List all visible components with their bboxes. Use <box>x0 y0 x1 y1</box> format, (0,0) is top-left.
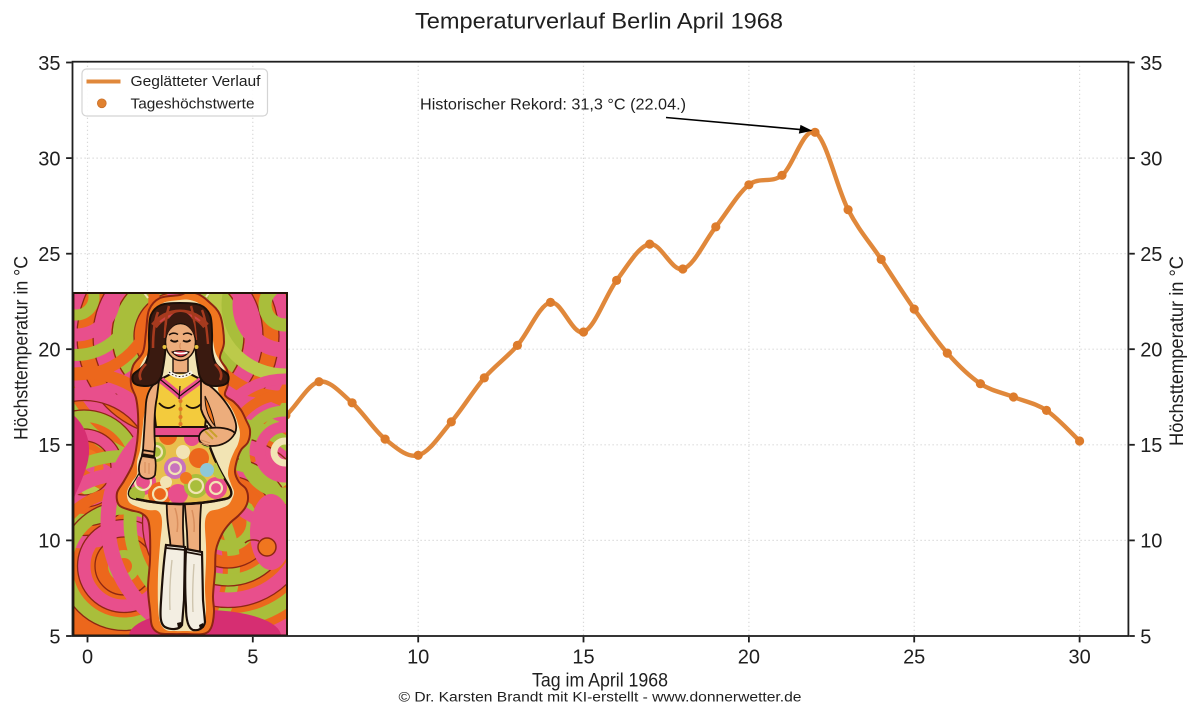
svg-text:© Dr. Karsten Brandt mit KI-er: © Dr. Karsten Brandt mit KI-erstellt - w… <box>399 690 802 705</box>
svg-text:5: 5 <box>49 626 60 648</box>
svg-text:5: 5 <box>1140 626 1151 648</box>
svg-text:Geglätteter Verlauf: Geglätteter Verlauf <box>131 74 262 90</box>
svg-text:35: 35 <box>1140 53 1162 75</box>
svg-text:30: 30 <box>1140 148 1162 170</box>
svg-text:Höchsttemperatur in °C: Höchsttemperatur in °C <box>1167 256 1188 446</box>
svg-text:25: 25 <box>38 244 60 266</box>
svg-text:5: 5 <box>247 647 258 669</box>
svg-text:15: 15 <box>572 647 594 669</box>
svg-text:20: 20 <box>38 340 60 362</box>
svg-text:30: 30 <box>1068 647 1090 669</box>
svg-text:10: 10 <box>407 647 429 669</box>
svg-text:30: 30 <box>38 148 60 170</box>
svg-text:25: 25 <box>1140 244 1162 266</box>
svg-text:Historischer Rekord: 31,3 °C (: Historischer Rekord: 31,3 °C (22.04.) <box>420 97 686 114</box>
svg-text:35: 35 <box>38 53 60 75</box>
svg-text:25: 25 <box>903 647 925 669</box>
svg-text:15: 15 <box>38 435 60 457</box>
svg-text:Tageshöchstwerte: Tageshöchstwerte <box>131 97 255 113</box>
svg-text:20: 20 <box>738 647 760 669</box>
svg-text:10: 10 <box>1140 531 1162 553</box>
svg-text:Höchsttemperatur in °C: Höchsttemperatur in °C <box>12 256 33 440</box>
svg-text:Temperaturverlauf Berlin April: Temperaturverlauf Berlin April 1968 <box>415 9 783 34</box>
svg-text:20: 20 <box>1140 340 1162 362</box>
svg-text:0: 0 <box>82 647 93 669</box>
svg-text:15: 15 <box>1140 435 1162 457</box>
svg-text:10: 10 <box>38 531 60 553</box>
svg-text:Tag im April 1968: Tag im April 1968 <box>532 671 668 692</box>
